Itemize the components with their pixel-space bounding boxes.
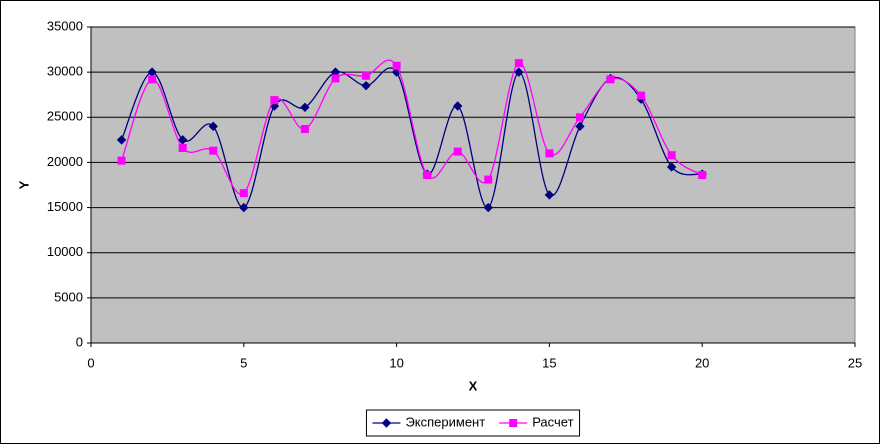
y-tick-label: 10000 bbox=[47, 244, 83, 259]
marker bbox=[698, 171, 707, 180]
marker bbox=[392, 61, 401, 70]
marker bbox=[208, 121, 218, 132]
marker bbox=[545, 149, 554, 158]
y-tick-label: 20000 bbox=[47, 154, 83, 169]
marker bbox=[637, 91, 646, 100]
y-tick-label: 15000 bbox=[47, 199, 83, 214]
marker bbox=[177, 135, 188, 145]
x-tick-label: 25 bbox=[848, 355, 862, 370]
marker bbox=[606, 75, 615, 84]
marker bbox=[300, 102, 310, 113]
marker bbox=[178, 143, 187, 152]
marker bbox=[667, 151, 676, 160]
marker bbox=[453, 147, 462, 156]
legend-label: Расчет bbox=[532, 414, 573, 429]
legend-label: Эксперимент bbox=[405, 414, 485, 429]
marker bbox=[514, 59, 523, 68]
y-axis-title: Y bbox=[16, 180, 31, 189]
legend-item: Эксперимент bbox=[372, 414, 485, 429]
marker bbox=[483, 202, 493, 213]
marker bbox=[666, 162, 677, 172]
plot-area bbox=[90, 26, 856, 344]
y-tick-label: 0 bbox=[76, 334, 83, 349]
x-tick-label: 20 bbox=[695, 355, 709, 370]
y-tick-label: 30000 bbox=[47, 64, 83, 79]
x-tick-label: 15 bbox=[542, 355, 556, 370]
legend-item: Расчет bbox=[499, 414, 574, 429]
marker bbox=[509, 419, 518, 427]
marker bbox=[361, 80, 371, 91]
x-tick-label: 0 bbox=[87, 355, 94, 370]
marker bbox=[300, 125, 309, 134]
x-axis-title: X bbox=[469, 378, 478, 393]
marker bbox=[575, 121, 585, 132]
marker bbox=[239, 189, 248, 198]
x-tick-label: 10 bbox=[389, 355, 403, 370]
marker bbox=[484, 175, 493, 184]
marker bbox=[239, 202, 249, 213]
x-tick-label: 5 bbox=[240, 355, 247, 370]
marker bbox=[362, 71, 371, 80]
marker bbox=[270, 96, 279, 105]
legend-box bbox=[365, 409, 581, 437]
marker bbox=[423, 171, 432, 180]
marker bbox=[514, 67, 524, 77]
marker bbox=[116, 135, 127, 145]
y-tick-label: 25000 bbox=[47, 109, 83, 124]
marker bbox=[381, 418, 392, 428]
marker bbox=[453, 101, 463, 111]
legend: Эксперимент Расчет bbox=[365, 409, 581, 437]
marker bbox=[117, 156, 126, 165]
marker bbox=[575, 113, 584, 122]
marker bbox=[148, 75, 157, 84]
marker bbox=[331, 74, 340, 83]
y-tick-label: 5000 bbox=[54, 289, 83, 304]
marker bbox=[209, 146, 218, 155]
y-tick-label: 35000 bbox=[47, 18, 83, 33]
marker bbox=[544, 190, 555, 200]
